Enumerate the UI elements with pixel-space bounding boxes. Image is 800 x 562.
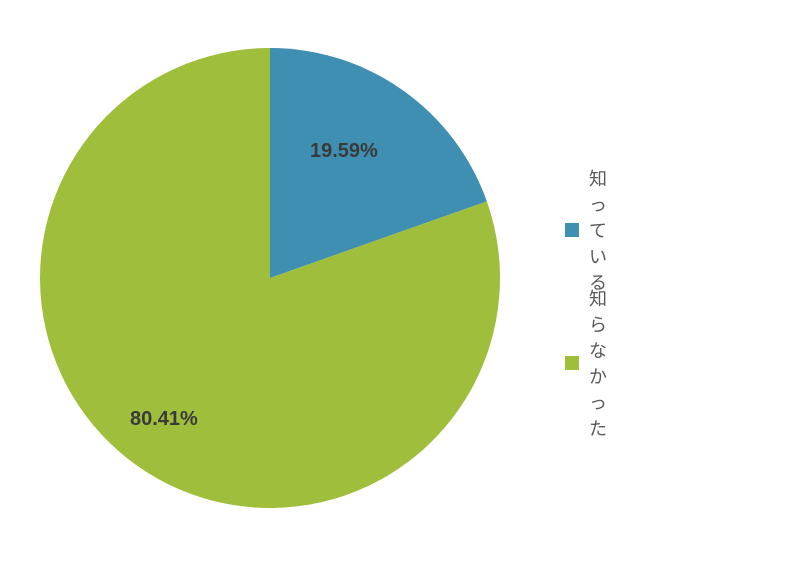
legend-label-known: 知っている [589,165,607,295]
chart-stage: 19.59% 80.41% 知っている 知らなかった [0,0,800,557]
slice-label-unknown: 80.41% [130,408,198,431]
legend-swatch-known [565,223,579,237]
legend-swatch-unknown [565,356,579,370]
legend-label-unknown: 知らなかった [589,285,607,441]
slice-label-known: 19.59% [310,140,378,163]
legend-item-unknown: 知らなかった [565,285,607,441]
legend-item-known: 知っている [565,165,607,295]
pie-chart [0,0,800,562]
pie-svg [0,0,800,557]
